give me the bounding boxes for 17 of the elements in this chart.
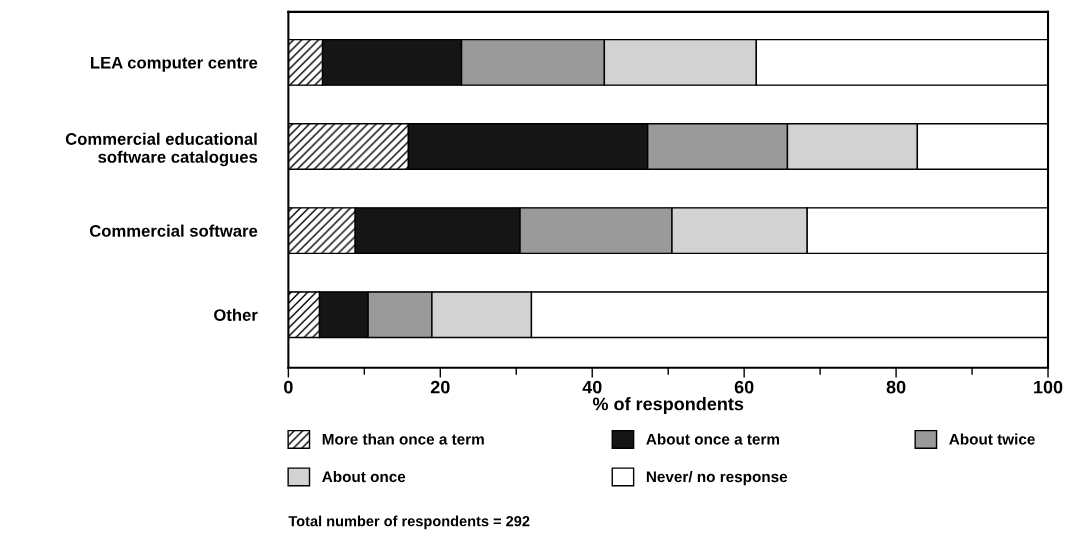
legend-label: About twice xyxy=(949,433,1035,445)
legend-label: More than once a term xyxy=(322,433,484,445)
x-tick-label: 20 xyxy=(430,380,450,394)
legend-label: Never/ no response xyxy=(646,470,788,486)
text: Total number of respondents = 292 xyxy=(288,515,530,530)
y-tick-label: Commercial educational software catalogues xyxy=(65,132,258,167)
x-tick-label: 80 xyxy=(886,380,906,394)
y-tick-label: LEA computer centre xyxy=(91,56,258,72)
x-axis-title: % of respondents xyxy=(592,397,744,414)
x-tick-label: 0 xyxy=(284,380,293,394)
legend-label: About once a term xyxy=(646,433,780,445)
y-tick-label: Other xyxy=(214,308,258,321)
x-tick-label: 60 xyxy=(734,380,754,394)
y-tick-label: Commercial software xyxy=(89,224,258,237)
x-tick-label: 100 xyxy=(1034,380,1063,394)
x-tick-label: 40 xyxy=(582,380,602,394)
legend-label: About once xyxy=(322,470,406,483)
